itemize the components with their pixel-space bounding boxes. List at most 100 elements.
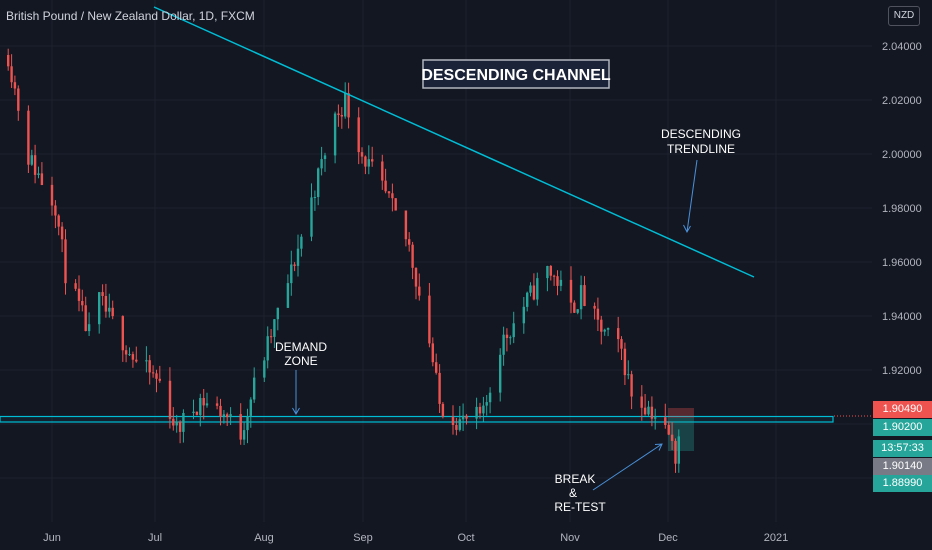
demand-zone-band bbox=[0, 415, 834, 423]
candle-body bbox=[242, 430, 246, 440]
candle-body bbox=[451, 416, 455, 425]
candle-body bbox=[172, 418, 175, 426]
candle-body bbox=[54, 205, 57, 216]
candle-body bbox=[81, 301, 84, 306]
candle-body bbox=[677, 436, 680, 464]
candle-body bbox=[583, 285, 586, 306]
candle-body bbox=[296, 248, 300, 266]
candle-body bbox=[364, 156, 367, 167]
candle-body bbox=[627, 374, 630, 376]
candle-body bbox=[199, 398, 202, 415]
candle-body bbox=[411, 244, 414, 268]
candle-body bbox=[458, 419, 461, 430]
candle-body bbox=[37, 173, 40, 175]
level-price-tag: 1.90200 bbox=[873, 419, 932, 436]
candle-body bbox=[323, 155, 327, 159]
countdown-tag: 13:57:33 bbox=[873, 440, 932, 457]
candle-body bbox=[263, 360, 266, 378]
demand-arrow-icon bbox=[292, 370, 300, 415]
y-tick-label: 2.00000 bbox=[882, 149, 922, 161]
candle-body bbox=[155, 373, 158, 379]
candle-body bbox=[50, 184, 54, 206]
demand-note-line: DEMAND bbox=[275, 340, 327, 354]
candle-body bbox=[674, 440, 677, 464]
candle-body bbox=[313, 197, 317, 198]
grid-lines bbox=[0, 0, 872, 522]
candle-body bbox=[104, 296, 108, 312]
x-tick-label: Oct bbox=[457, 532, 474, 544]
candle-body bbox=[347, 93, 350, 118]
candle-body bbox=[647, 406, 650, 415]
candle-body bbox=[121, 316, 124, 351]
candle-body bbox=[414, 267, 418, 287]
y-tick-label: 1.94000 bbox=[882, 311, 922, 323]
retest-note: BREAK & RE-TEST bbox=[554, 472, 606, 514]
candle-body bbox=[569, 279, 573, 303]
candle-body bbox=[475, 406, 478, 419]
candle-body bbox=[529, 285, 532, 293]
candle-body bbox=[394, 198, 397, 211]
candle-body bbox=[27, 110, 30, 165]
candle-body bbox=[317, 168, 320, 197]
candle-body bbox=[192, 411, 195, 413]
candle-body bbox=[438, 372, 441, 404]
candle-body bbox=[124, 350, 128, 355]
candle-body bbox=[603, 329, 606, 332]
candle-body bbox=[536, 278, 539, 300]
descending-trendline[interactable] bbox=[153, 6, 755, 278]
candle-body bbox=[654, 417, 657, 419]
candle-body bbox=[286, 283, 290, 308]
candle-body bbox=[404, 210, 408, 240]
candle-body bbox=[441, 403, 445, 417]
title-box-frame bbox=[422, 59, 610, 89]
candle-body bbox=[74, 283, 77, 289]
candle-body bbox=[367, 159, 370, 167]
symbol-title[interactable]: British Pound / New Zealand Dollar, 1D, … bbox=[6, 9, 255, 23]
candle-body bbox=[33, 155, 37, 175]
candle-body bbox=[502, 334, 505, 355]
candle-body bbox=[111, 307, 114, 317]
candle-body bbox=[266, 336, 269, 361]
candle-body bbox=[573, 302, 576, 313]
candle-body bbox=[310, 197, 313, 237]
candle-body bbox=[344, 93, 347, 117]
y-axis[interactable]: 2.04000 2.02000 2.00000 1.98000 1.96000 … bbox=[882, 41, 922, 377]
currency-badge[interactable]: NZD bbox=[888, 6, 920, 26]
candle-body bbox=[57, 215, 60, 227]
y-tick-label: 1.96000 bbox=[882, 257, 922, 269]
candle-body bbox=[202, 398, 205, 406]
candle-body bbox=[131, 354, 135, 360]
candle-body bbox=[128, 354, 131, 356]
stop-box bbox=[668, 408, 694, 418]
y-tick-label: 2.02000 bbox=[882, 95, 922, 107]
x-axis[interactable]: Jun Jul Aug Sep Oct Nov Dec 2021 bbox=[43, 532, 788, 544]
candle-body bbox=[418, 286, 421, 296]
candle-body bbox=[408, 239, 411, 245]
candle-body bbox=[630, 374, 633, 397]
candle-body bbox=[431, 343, 434, 363]
bid-price-tag: 1.90140 bbox=[873, 458, 932, 475]
candle-body bbox=[320, 159, 323, 169]
candle-body bbox=[253, 377, 256, 400]
candle-body bbox=[664, 417, 667, 425]
candle-body bbox=[488, 392, 492, 403]
candle-body bbox=[229, 414, 232, 418]
candle-body bbox=[485, 402, 488, 406]
candle-body bbox=[276, 307, 279, 320]
candle-body bbox=[455, 425, 458, 430]
candle-body bbox=[101, 292, 104, 296]
trendline-note: DESCENDING TRENDLINE bbox=[661, 127, 741, 156]
candle-body bbox=[465, 415, 468, 419]
candle-body bbox=[337, 113, 340, 115]
candle-body bbox=[293, 264, 296, 266]
candle-body bbox=[428, 295, 431, 344]
candle-body bbox=[391, 193, 394, 199]
trendline-note-line: TRENDLINE bbox=[667, 142, 735, 156]
candle-body bbox=[579, 285, 583, 310]
title-box-label: DESCENDING CHANNEL bbox=[421, 67, 611, 84]
candle-body bbox=[499, 354, 502, 393]
candle-body bbox=[30, 155, 33, 165]
candle-body bbox=[60, 226, 64, 240]
candle-body bbox=[620, 339, 623, 349]
